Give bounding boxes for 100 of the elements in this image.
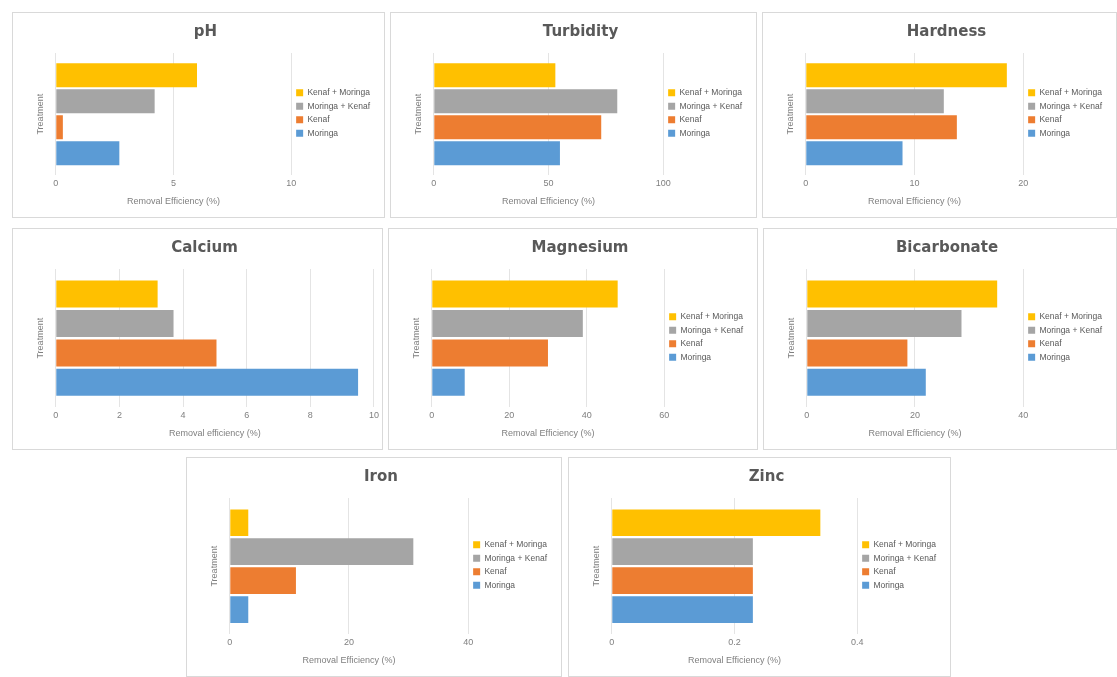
y-axis-title: Treatment xyxy=(590,545,601,587)
x-axis-title: Removal Efficiency (%) xyxy=(501,428,595,439)
bar xyxy=(807,368,926,396)
bar xyxy=(807,280,998,308)
y-axis-title: Treatment xyxy=(208,545,219,587)
legend-label: Moringa + Kenaf xyxy=(307,100,371,111)
bar xyxy=(806,89,944,114)
x-tick-label: 20 xyxy=(1018,178,1029,189)
y-axis-title: Treatment xyxy=(784,93,795,135)
legend-label: Kenaf + Moringa xyxy=(484,539,548,550)
y-axis-title: Treatment xyxy=(412,93,423,135)
x-tick-label: 0 xyxy=(53,410,59,421)
chart-title: Bicarbonate xyxy=(895,237,999,256)
legend-label: Moringa xyxy=(680,351,712,362)
bar xyxy=(230,538,414,566)
bar xyxy=(806,115,957,140)
x-tick-label: 20 xyxy=(343,637,354,648)
x-tick-label: 10 xyxy=(368,410,379,421)
x-tick-label: 60 xyxy=(659,410,670,421)
x-tick-label: 8 xyxy=(307,410,313,421)
legend-label: Moringa + Kenaf xyxy=(679,100,743,111)
legend-label: Moringa xyxy=(873,579,905,590)
legend-label: Moringa + Kenaf xyxy=(1039,324,1103,335)
bar xyxy=(230,509,249,537)
bar xyxy=(56,280,158,308)
bar xyxy=(56,309,174,338)
chart-title: Magnesium xyxy=(531,237,629,256)
y-axis-title: Treatment xyxy=(34,317,45,359)
legend-label: Kenaf + Moringa xyxy=(873,539,937,550)
x-tick-label: 0 xyxy=(804,410,810,421)
x-axis-title: Removal efficiency (%) xyxy=(168,428,261,439)
bar xyxy=(230,596,249,624)
x-tick-label: 40 xyxy=(463,637,474,648)
x-tick-label: 0 xyxy=(227,637,233,648)
x-tick-label: 0.2 xyxy=(728,637,741,648)
chart-title: pH xyxy=(193,21,218,40)
legend-label: Moringa xyxy=(307,127,339,138)
legend-label: Moringa xyxy=(1039,127,1071,138)
x-axis-title: Removal Efficiency (%) xyxy=(868,428,962,439)
bar xyxy=(56,89,155,114)
bar xyxy=(807,309,962,338)
chart-title: Iron xyxy=(364,466,398,485)
legend-label: Kenaf xyxy=(307,114,331,125)
x-tick-label: 6 xyxy=(244,410,250,421)
x-tick-label: 0 xyxy=(803,178,809,189)
bar xyxy=(807,339,908,367)
bar xyxy=(432,339,548,367)
legend-label: Moringa xyxy=(1039,351,1071,362)
legend-label: Kenaf + Moringa xyxy=(1039,311,1103,322)
y-axis-title: Treatment xyxy=(410,317,421,359)
bar xyxy=(434,63,556,88)
bar xyxy=(56,63,198,88)
bar xyxy=(56,339,217,367)
x-tick-label: 0.4 xyxy=(850,637,864,648)
x-axis-title: Removal Efficiency (%) xyxy=(127,196,220,207)
chart-title: Turbidity xyxy=(542,21,619,40)
bar xyxy=(56,141,120,166)
x-tick-label: 0 xyxy=(53,178,59,189)
legend-label: Kenaf xyxy=(679,114,703,125)
x-tick-label: 10 xyxy=(909,178,920,189)
x-tick-label: 5 xyxy=(170,178,176,189)
legend-label: Kenaf + Moringa xyxy=(679,87,743,98)
x-tick-label: 4 xyxy=(180,410,186,421)
bar xyxy=(230,567,296,595)
x-tick-label: 40 xyxy=(1018,410,1029,421)
legend-label: Kenaf xyxy=(1039,338,1063,349)
x-tick-label: 0 xyxy=(609,637,615,648)
legend-label: Kenaf xyxy=(1039,114,1063,125)
bar xyxy=(56,115,63,140)
x-axis-title: Removal Efficiency (%) xyxy=(502,196,595,207)
legend-label: Moringa + Kenaf xyxy=(484,552,548,563)
x-tick-label: 100 xyxy=(655,178,671,189)
x-axis-title: Removal Efficiency (%) xyxy=(688,655,781,666)
x-tick-label: 10 xyxy=(286,178,297,189)
legend-label: Kenaf + Moringa xyxy=(1039,87,1103,98)
chart-title: Zinc xyxy=(748,466,785,485)
bar xyxy=(434,141,560,166)
legend-label: Kenaf + Moringa xyxy=(307,87,371,98)
bar xyxy=(434,89,618,114)
x-tick-label: 40 xyxy=(581,410,592,421)
legend-label: Moringa xyxy=(679,127,711,138)
legend-label: Kenaf + Moringa xyxy=(680,311,744,322)
x-axis-title: Removal Efficiency (%) xyxy=(302,655,396,666)
x-tick-label: 20 xyxy=(909,410,920,421)
chart-title: Calcium xyxy=(171,237,238,256)
bar xyxy=(432,309,583,338)
x-axis-title: Removal Efficiency (%) xyxy=(868,196,961,207)
x-tick-label: 0 xyxy=(429,410,435,421)
legend-label: Kenaf xyxy=(484,566,508,577)
bar xyxy=(434,115,602,140)
legend-label: Kenaf xyxy=(680,338,704,349)
x-tick-label: 20 xyxy=(504,410,515,421)
legend-label: Moringa xyxy=(484,579,516,590)
legend-label: Moringa + Kenaf xyxy=(680,324,744,335)
y-axis-title: Treatment xyxy=(785,317,796,359)
legend-label: Moringa + Kenaf xyxy=(1039,100,1103,111)
bar xyxy=(432,280,618,308)
x-tick-label: 0 xyxy=(431,178,437,189)
bar xyxy=(432,368,465,396)
legend-label: Kenaf xyxy=(873,566,897,577)
